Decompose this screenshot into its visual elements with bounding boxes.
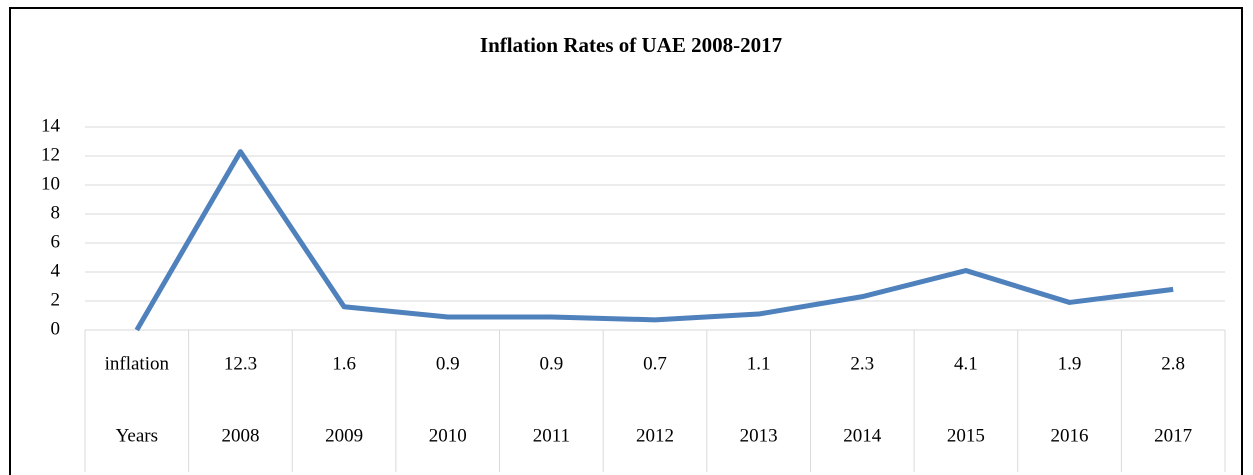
data-label: 1.6 [332,353,356,374]
legend-label: inflation [105,353,170,374]
data-label: 0.9 [436,353,460,374]
x-tick-label: 2014 [843,425,882,446]
data-label: 2.3 [850,353,874,374]
data-line [134,149,1174,332]
y-tick-label: 10 [41,173,60,194]
x-tick-label: 2015 [947,425,985,446]
data-label: 2.8 [1161,353,1185,374]
x-tick-label: 2011 [533,425,570,446]
y-tick-label: 0 [51,318,61,339]
y-tick-label: 8 [51,202,61,223]
data-label: 1.1 [747,353,771,374]
x-tick-label: 2013 [740,425,778,446]
y-tick-label: 14 [41,115,61,136]
y-tick-label: 2 [51,289,61,310]
x-tick-label: 2010 [429,425,467,446]
data-label: 0.7 [643,353,667,374]
data-label: 1.9 [1058,353,1082,374]
x-tick-label: 2017 [1154,425,1192,446]
data-label: 4.1 [954,353,978,374]
chart-border [9,7,1243,475]
data-label: 0.9 [539,353,563,374]
x-tick-label: 2012 [636,425,674,446]
y-tick-label: 4 [51,260,61,281]
y-tick-label: 6 [51,231,61,252]
x-tick-label: Years [116,425,158,446]
x-tick-label: 2016 [1051,425,1089,446]
data-label: 12.3 [224,353,257,374]
x-tick-label: 2009 [325,425,363,446]
y-tick-label: 12 [41,144,60,165]
x-tick-label: 2008 [221,425,259,446]
chart-title: Inflation Rates of UAE 2008-2017 [480,33,782,57]
